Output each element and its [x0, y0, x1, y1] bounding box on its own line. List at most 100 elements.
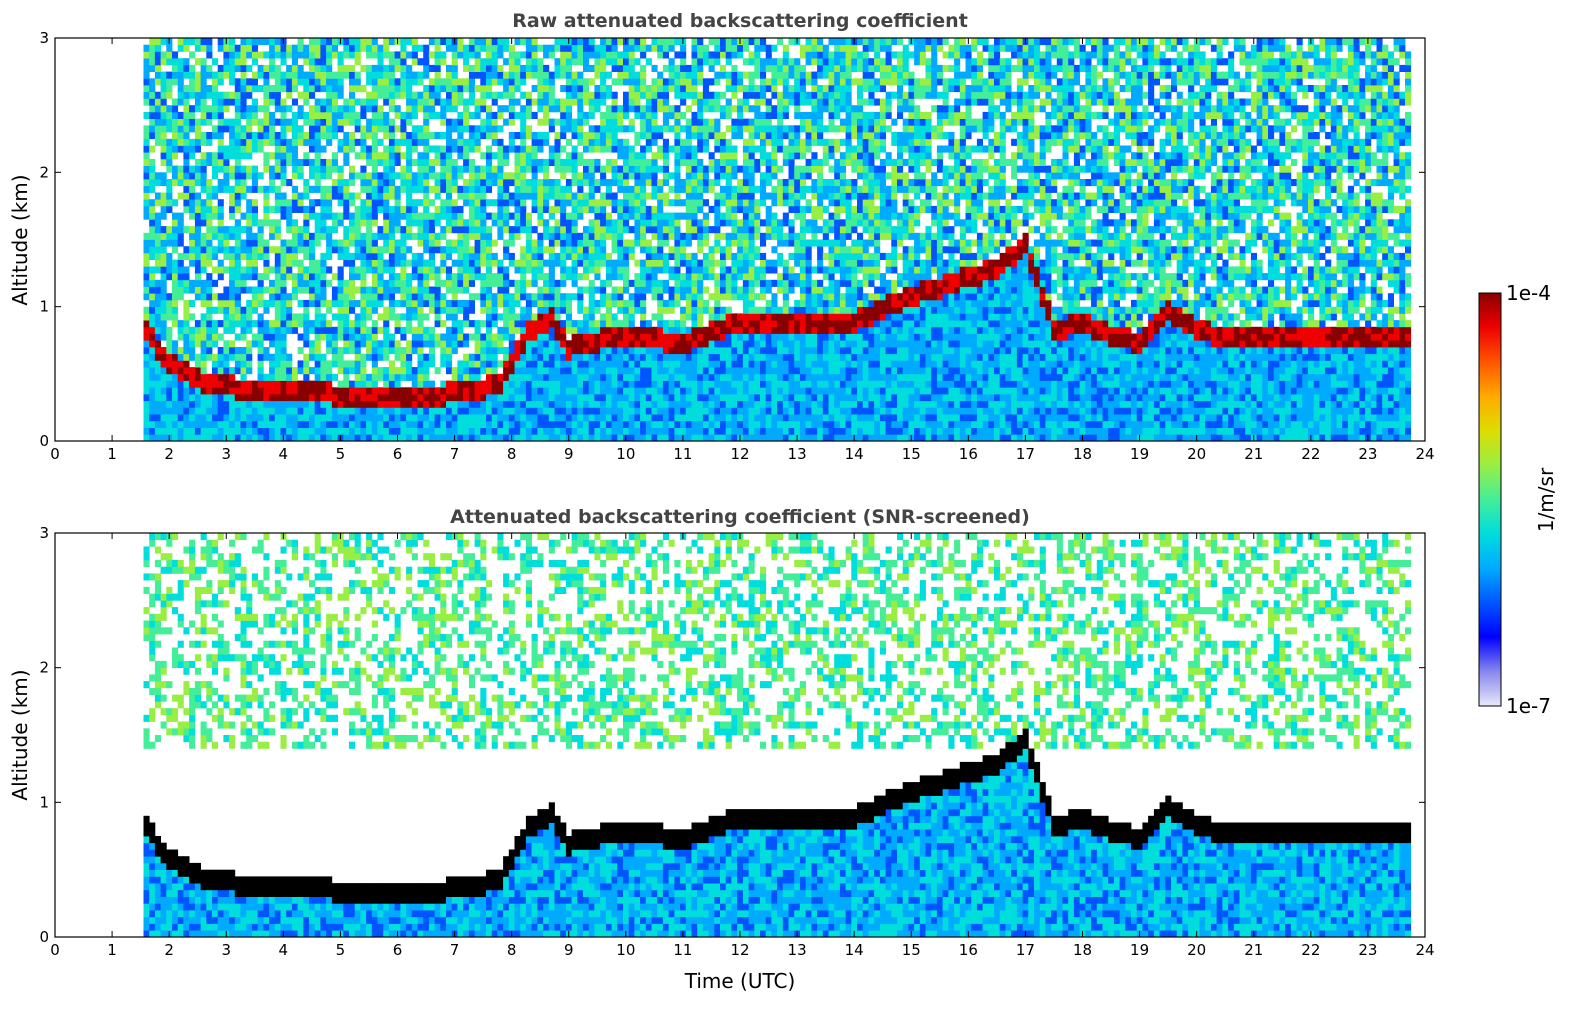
heatmap-cell [281, 354, 287, 361]
heatmap-cell [241, 428, 247, 435]
heatmap-cell [669, 45, 675, 52]
heatmap-cell [634, 105, 640, 112]
heatmap-cell [338, 51, 344, 58]
heatmap-cell [520, 327, 526, 334]
heatmap-cell [446, 434, 452, 441]
heatmap-cell [543, 381, 549, 388]
heatmap-cell [429, 85, 435, 92]
heatmap-cell [435, 206, 441, 213]
heatmap-cell [555, 414, 561, 421]
heatmap-cell [703, 51, 709, 58]
heatmap-cell [520, 434, 526, 441]
heatmap-cell [366, 354, 372, 361]
heatmap-cell [229, 253, 235, 260]
heatmap-cell [218, 72, 224, 79]
heatmap-cell [281, 213, 287, 220]
heatmap-cell [617, 293, 623, 300]
heatmap-cell [292, 172, 298, 179]
heatmap-cell [686, 266, 692, 273]
heatmap-cell [503, 313, 509, 320]
heatmap-cell [463, 260, 469, 267]
heatmap-cell [201, 112, 207, 119]
heatmap-cell [235, 381, 241, 388]
heatmap-cell [144, 51, 150, 58]
heatmap-cell [389, 78, 395, 85]
heatmap-cell [315, 266, 321, 273]
heatmap-cell [235, 394, 241, 401]
heatmap-cell [509, 360, 515, 367]
heatmap-cell [703, 401, 709, 408]
heatmap-cell [475, 65, 481, 72]
heatmap-cell [218, 293, 224, 300]
heatmap-cell [263, 253, 269, 260]
heatmap-cell [617, 320, 623, 327]
heatmap-cell [617, 219, 623, 226]
heatmap-cell [583, 146, 589, 153]
heatmap-cell [634, 179, 640, 186]
heatmap-cell [366, 226, 372, 233]
heatmap-cell [669, 273, 675, 280]
heatmap-cell [463, 434, 469, 441]
heatmap-cell [440, 354, 446, 361]
heatmap-cell [509, 119, 515, 126]
heatmap-cell [195, 213, 201, 220]
heatmap-cell [372, 273, 378, 280]
heatmap-cell [406, 313, 412, 320]
heatmap-cell [389, 159, 395, 166]
heatmap-cell [338, 146, 344, 153]
heatmap-cell [378, 428, 384, 435]
heatmap-cell [332, 428, 338, 435]
heatmap-cell [383, 112, 389, 119]
heatmap-cell [480, 72, 486, 79]
heatmap-cell [349, 132, 355, 139]
heatmap-cell [686, 179, 692, 186]
heatmap-cell [572, 85, 578, 92]
heatmap-cell [634, 414, 640, 421]
heatmap-cell [161, 193, 167, 200]
heatmap-cell [223, 401, 229, 408]
heatmap-cell [281, 340, 287, 347]
heatmap-cell [372, 206, 378, 213]
heatmap-cell [509, 394, 515, 401]
heatmap-cell [652, 280, 658, 287]
heatmap-cell [692, 347, 698, 354]
heatmap-cell [212, 374, 218, 381]
heatmap-cell [589, 240, 595, 247]
heatmap-cell [201, 421, 207, 428]
heatmap-cell [469, 381, 475, 388]
heatmap-cell [315, 401, 321, 408]
heatmap-cell [298, 287, 304, 294]
heatmap-cell [515, 206, 521, 213]
heatmap-cell [218, 105, 224, 112]
heatmap-cell [469, 300, 475, 307]
heatmap-cell [372, 327, 378, 334]
heatmap-cell [566, 266, 572, 273]
heatmap-cell [161, 394, 167, 401]
heatmap-cell [223, 354, 229, 361]
heatmap-cell [612, 367, 618, 374]
heatmap-cell [178, 293, 184, 300]
heatmap-cell [218, 334, 224, 341]
heatmap-cell [372, 72, 378, 79]
heatmap-cell [543, 293, 549, 300]
heatmap-cell [680, 280, 686, 287]
heatmap-cell [589, 374, 595, 381]
heatmap-cell [372, 172, 378, 179]
heatmap-cell [497, 266, 503, 273]
heatmap-cell [378, 401, 384, 408]
heatmap-cell [372, 320, 378, 327]
heatmap-cell [343, 246, 349, 253]
heatmap-cell [589, 347, 595, 354]
heatmap-cell [475, 253, 481, 260]
heatmap-cell [241, 226, 247, 233]
heatmap-cell [452, 179, 458, 186]
heatmap-cell [195, 367, 201, 374]
heatmap-cell [475, 428, 481, 435]
heatmap-cell [183, 166, 189, 173]
heatmap-cell [349, 78, 355, 85]
heatmap-cell [560, 387, 566, 394]
heatmap-cell [144, 112, 150, 119]
heatmap-cell [452, 78, 458, 85]
heatmap-cell [560, 407, 566, 414]
heatmap-cell [480, 213, 486, 220]
